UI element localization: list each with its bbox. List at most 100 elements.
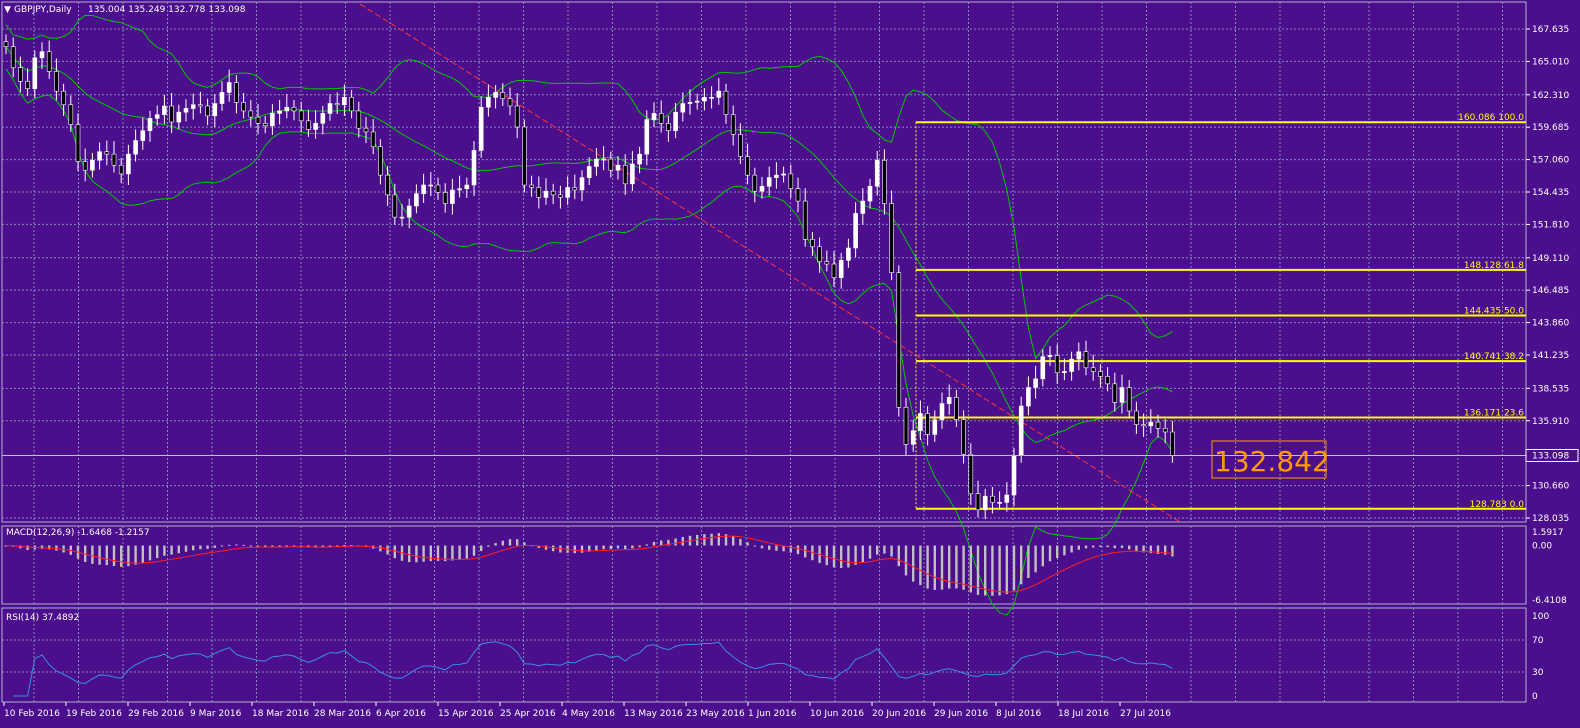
y-tick-label: 138.535 <box>1532 384 1569 394</box>
macd-bar <box>753 545 756 547</box>
candle <box>68 104 74 125</box>
macd-bar <box>1171 545 1174 557</box>
x-tick-label: 9 Mar 2016 <box>190 709 242 719</box>
macd-bar <box>652 541 656 546</box>
candle <box>493 92 498 98</box>
candle <box>1141 424 1146 427</box>
candle <box>399 216 405 219</box>
candle <box>1148 421 1154 427</box>
candle <box>903 406 909 445</box>
candle <box>421 184 426 194</box>
candle <box>1162 427 1168 433</box>
macd-bar <box>1164 545 1167 555</box>
macd-bar <box>105 545 108 566</box>
fib-label: 144.435 50.0 <box>1464 306 1524 316</box>
candle <box>529 184 534 188</box>
current-price-label: 133.098 <box>1532 451 1569 461</box>
candle <box>414 193 419 207</box>
candle <box>939 403 945 420</box>
candle <box>802 200 808 240</box>
candle <box>860 200 866 214</box>
macd-bar <box>789 545 792 553</box>
panel-frame-2 <box>1 607 1527 703</box>
y-tick-label: 146.485 <box>1532 286 1569 296</box>
macd-bar <box>645 544 648 546</box>
macd-bar <box>228 544 231 546</box>
candle <box>918 413 923 432</box>
macd-bar <box>249 545 252 547</box>
triangle-down-icon[interactable]: ▼ <box>4 5 11 15</box>
macd-bar <box>472 545 476 556</box>
candle <box>817 246 822 262</box>
macd-bar <box>638 545 641 548</box>
macd-bar <box>948 545 951 589</box>
candle <box>212 103 218 117</box>
macd-bar <box>681 536 684 546</box>
macd-bar <box>141 545 144 563</box>
macd-bar <box>336 545 339 547</box>
macd-bar <box>696 534 699 546</box>
macd-bar <box>220 545 224 547</box>
macd-bar <box>933 545 936 590</box>
macd-bar <box>1027 545 1030 579</box>
candle <box>428 184 434 187</box>
candle <box>1119 387 1125 403</box>
macd-bar <box>609 545 612 549</box>
macd-bar <box>724 534 728 546</box>
macd-bar <box>955 545 958 589</box>
candle <box>910 430 916 445</box>
macd-bar <box>703 534 706 546</box>
x-tick-label: 4 May 2016 <box>562 709 615 719</box>
macd-bar <box>854 545 857 565</box>
candle <box>342 97 347 106</box>
macd-bar <box>544 545 548 550</box>
x-tick-label: 8 Jul 2016 <box>996 709 1041 719</box>
macd-bar <box>26 545 29 550</box>
macd-bar <box>292 545 296 547</box>
macd-bar <box>840 545 843 568</box>
candle <box>882 160 887 204</box>
macd-bar <box>112 545 116 566</box>
macd-bar <box>919 545 922 586</box>
macd-bar <box>768 545 771 550</box>
macd-bar <box>458 545 461 560</box>
candle <box>406 205 412 218</box>
macd-bar <box>969 545 972 593</box>
macd-bar <box>588 545 591 552</box>
macd-bar <box>1092 545 1095 548</box>
candle <box>262 122 268 127</box>
candle <box>104 151 110 155</box>
rsi-y-label: 100 <box>1532 612 1549 622</box>
candle <box>82 161 88 171</box>
fib-label: 128.783 0.0 <box>1470 500 1525 510</box>
candle <box>1105 376 1110 385</box>
rsi-panel: 100 70 30 0 <box>2 612 1549 702</box>
panel-frame-1 <box>1 525 1527 605</box>
macd-bar <box>739 538 742 546</box>
candle <box>514 105 520 128</box>
candle <box>522 126 527 186</box>
macd-bar <box>832 545 836 568</box>
candle <box>673 111 678 131</box>
candle <box>457 188 462 191</box>
x-tick-label: 15 Apr 2016 <box>438 709 494 719</box>
candle <box>219 92 225 104</box>
symbol-label: GBPJPY,Daily <box>14 5 72 15</box>
macd-bar <box>1099 545 1102 548</box>
macd-bar <box>156 545 159 559</box>
y-tick-label: 143.860 <box>1532 319 1569 329</box>
candle <box>723 90 729 115</box>
candle <box>486 97 491 108</box>
macd-bar <box>148 545 152 561</box>
macd-bar <box>940 545 944 590</box>
candle <box>126 153 131 175</box>
macd-bar <box>717 533 720 546</box>
candle <box>241 101 246 112</box>
candle <box>558 194 563 198</box>
candle <box>198 104 203 107</box>
macd-bar <box>1048 545 1052 562</box>
macd-bar <box>897 545 900 567</box>
macd-bar <box>494 543 497 546</box>
candle <box>464 184 470 190</box>
